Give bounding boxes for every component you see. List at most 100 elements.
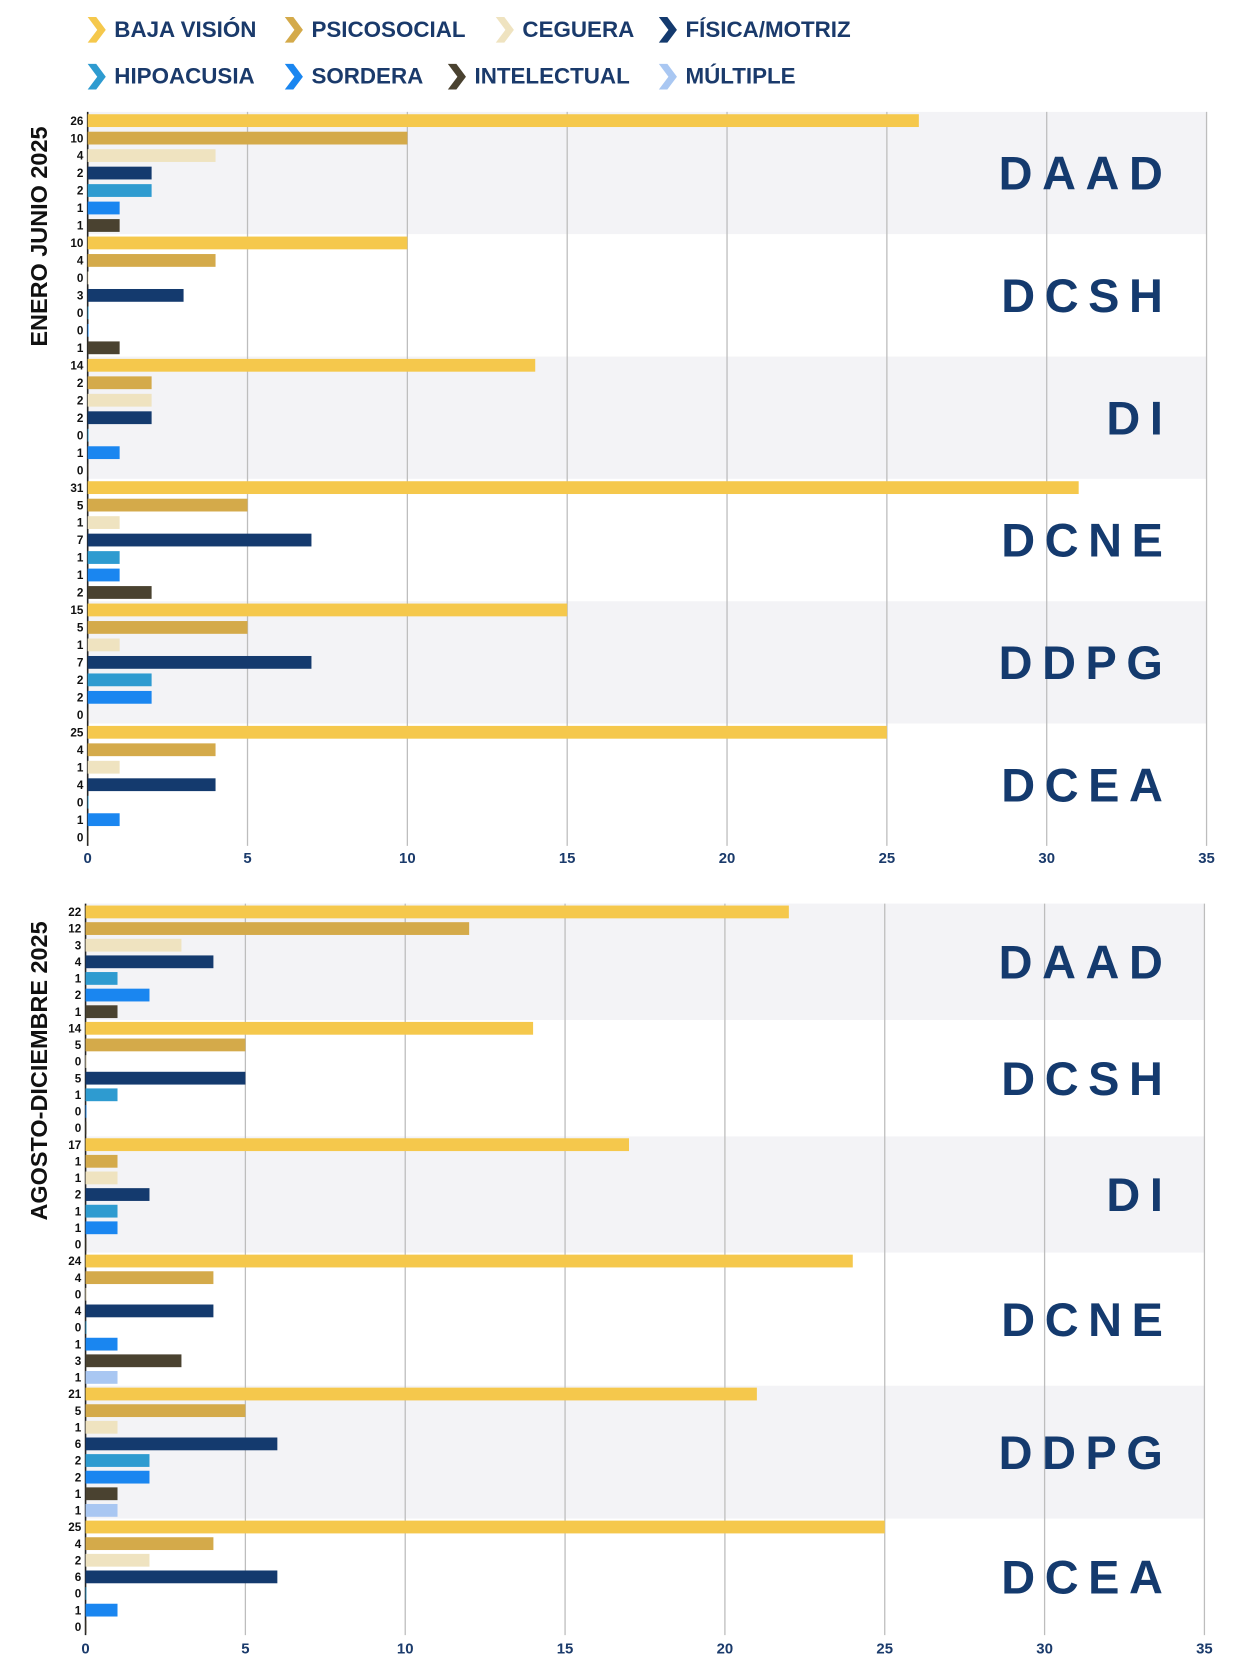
value-label: 1 [77,447,84,460]
bar [85,1553,150,1567]
bar [85,1587,87,1600]
value-label: 1 [75,1604,82,1617]
bar [85,1454,150,1467]
bar [87,690,152,704]
x-tick-label: 10 [397,1641,414,1657]
value-label: 0 [77,429,84,442]
x-tick-label: 10 [399,851,416,867]
group-label: DAAD [999,936,1173,988]
value-label: 22 [68,906,82,919]
bar [85,1171,118,1185]
value-label: 0 [77,464,84,477]
bar [85,1038,246,1052]
bar [87,149,216,162]
group-label: DDPG [999,637,1173,689]
bar [87,725,887,739]
value-label: 2 [77,167,84,180]
bar [87,655,312,669]
legend-chevron [87,63,106,90]
value-label: 3 [75,939,82,952]
bar [87,131,408,145]
value-label: 4 [77,779,84,792]
value-label: 1 [77,814,84,827]
value-label: 4 [75,1272,82,1285]
value-label: 0 [75,1588,82,1601]
value-label: 1 [75,1006,82,1019]
bar [87,586,152,599]
value-label: 4 [77,150,84,163]
value-label: 2 [77,185,84,198]
value-label: 6 [75,1571,82,1584]
legend-chevron [658,17,677,43]
value-label: 3 [75,1355,82,1368]
bar [85,1055,87,1068]
bar [87,376,152,390]
value-label: 1 [75,1205,82,1218]
group-label: DCNE [1001,515,1172,567]
value-label: 5 [77,622,84,635]
value-label: 25 [70,726,84,739]
x-tick-label: 15 [559,851,576,867]
value-label: 2 [77,587,84,600]
bar [85,1271,214,1285]
legend-chevron [284,17,303,43]
value-label: 1 [77,639,84,652]
x-tick-label: 30 [1036,1641,1053,1657]
value-label: 2 [77,674,84,687]
bar [85,1188,150,1201]
value-label: 0 [77,831,84,844]
bar [87,603,568,617]
bar [87,673,152,687]
value-label: 1 [75,1089,82,1102]
value-label: 10 [70,237,84,250]
bar [85,1437,278,1451]
bar [87,778,216,792]
value-label: 6 [75,1438,82,1451]
group-label: DAAD [999,148,1173,200]
value-label: 26 [70,115,84,128]
value-label: 0 [75,1239,82,1252]
value-label: 0 [75,1322,82,1335]
value-label: 21 [68,1388,82,1401]
value-label: 1 [77,569,84,582]
value-label: 0 [77,709,84,722]
bar [85,1105,87,1118]
group-band [87,356,1207,479]
bar [87,708,89,722]
bar [87,830,89,844]
value-label: 2 [75,989,82,1002]
bar [87,306,89,320]
value-label: 0 [75,1122,82,1135]
bar [85,938,182,952]
bar [87,219,120,232]
bar [85,972,118,985]
legend-chevron [284,63,303,90]
value-label: 0 [75,1106,82,1119]
bar [85,1387,757,1401]
value-label: 1 [77,552,84,565]
value-label: 25 [68,1521,82,1534]
value-label: 1 [75,1372,82,1385]
x-tick-label: 25 [879,851,896,867]
bar [87,236,408,250]
value-label: 2 [75,1471,82,1484]
value-label: 0 [77,307,84,320]
grid [86,111,1208,846]
value-label: 17 [68,1139,81,1152]
value-label: 1 [75,1338,82,1351]
bar [85,1021,534,1035]
x-tick-label: 35 [1196,1641,1213,1657]
value-label: 2 [77,412,84,425]
value-label: 7 [77,534,84,547]
group-label: DCSH [1001,270,1172,322]
legend-label: HIPOACUSIA [114,64,254,89]
group-band [87,723,1207,846]
value-label: 24 [68,1255,82,1268]
value-label: 5 [75,1405,82,1418]
x-tick-label: 20 [719,851,736,867]
legend-chevron [87,17,106,43]
value-label: 1 [75,1172,82,1185]
group-band [87,234,1207,357]
bar [87,638,120,652]
bar [87,813,120,827]
